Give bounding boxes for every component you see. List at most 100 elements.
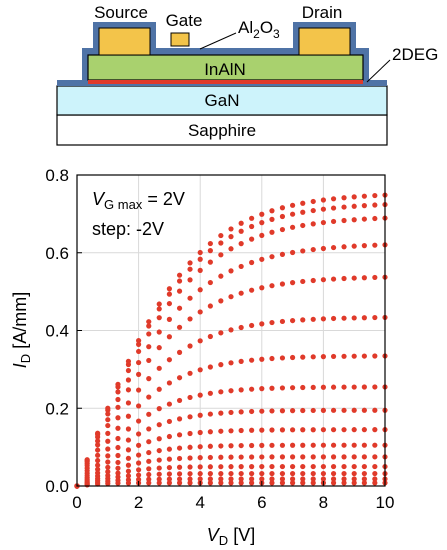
data-point [187,266,193,272]
data-point [259,470,265,477]
data-point [372,407,378,413]
data-point [238,470,244,477]
data-point [218,389,224,395]
data-point [238,228,244,234]
inaln-label: InAlN [204,60,246,79]
data-point [136,431,142,437]
data-point [310,207,316,214]
data-point [330,196,337,202]
data-point [300,480,306,486]
data-point [249,259,255,266]
data-point [279,427,286,433]
data-point [330,427,337,433]
data-point [249,408,255,415]
data-point [146,471,152,478]
data-point [166,334,172,340]
data-point [330,353,337,360]
data-point [218,330,224,336]
data-point [187,476,193,482]
data-point [372,480,378,486]
iv-curve [74,442,388,489]
data-point [187,455,193,461]
data-point [269,470,275,477]
data-point [156,476,162,482]
data-point [279,408,286,414]
data-point [125,468,132,474]
data-point [228,294,234,300]
data-point [105,417,111,423]
data-point [156,457,162,463]
data-point [187,277,193,283]
chart-gridlines [77,175,385,486]
data-point [372,215,378,222]
data-point [320,384,326,390]
data-point [330,244,337,251]
data-point [115,389,121,395]
data-point [176,397,183,404]
data-point [361,480,367,486]
data-point [269,476,275,482]
data-point [238,480,244,486]
data-point [351,476,357,482]
data-point [320,354,326,360]
data-point [310,316,316,322]
data-point [310,427,316,433]
data-point [166,456,172,462]
data-point [249,223,255,230]
data-point [228,234,234,240]
data-point [238,220,244,226]
sapphire-layer [56,114,388,146]
data-point [269,442,275,448]
data-point [341,427,347,433]
data-point [207,476,213,482]
data-point [238,454,244,460]
data-point [197,444,203,450]
data-point [238,476,244,482]
data-point [115,465,121,471]
data-point [176,480,183,486]
data-point [269,454,275,460]
data-point [279,251,286,257]
data-point [361,384,367,390]
data-point [166,357,172,363]
data-point [156,345,162,351]
iv-chart: 0 2 4 6 8 10 0.00.20.40.60.8 VD [V] ID [A/mm]… [10,166,394,548]
data-point [197,338,203,344]
data-point [372,470,378,477]
data-point [197,455,203,461]
data-point [300,476,306,482]
data-point [156,465,162,471]
data-point [187,260,193,266]
data-point [218,476,224,482]
data-point [259,220,265,226]
2deg-label: 2DEG [392,45,438,64]
x-tick-label: 4 [195,493,204,512]
data-point [341,470,347,477]
data-point [218,298,224,304]
data-point [105,464,111,470]
gate-contact [170,32,190,47]
data-point [351,407,357,413]
data-point [197,464,203,470]
data-point [310,476,316,482]
data-point [269,408,275,414]
data-point [361,407,367,413]
data-point [269,355,275,362]
data-point [300,470,306,477]
data-point [176,375,183,381]
data-point [290,354,296,361]
data-point [136,472,142,478]
data-point [310,442,316,448]
data-point [279,205,286,211]
data-point [259,454,265,460]
data-point [187,444,193,450]
data-point [187,464,193,470]
data-point [166,480,172,486]
data-point [125,377,132,383]
data-point [166,286,172,292]
data-point [95,466,101,472]
data-point [372,463,378,470]
data-point [218,443,224,449]
data-point [156,480,162,486]
